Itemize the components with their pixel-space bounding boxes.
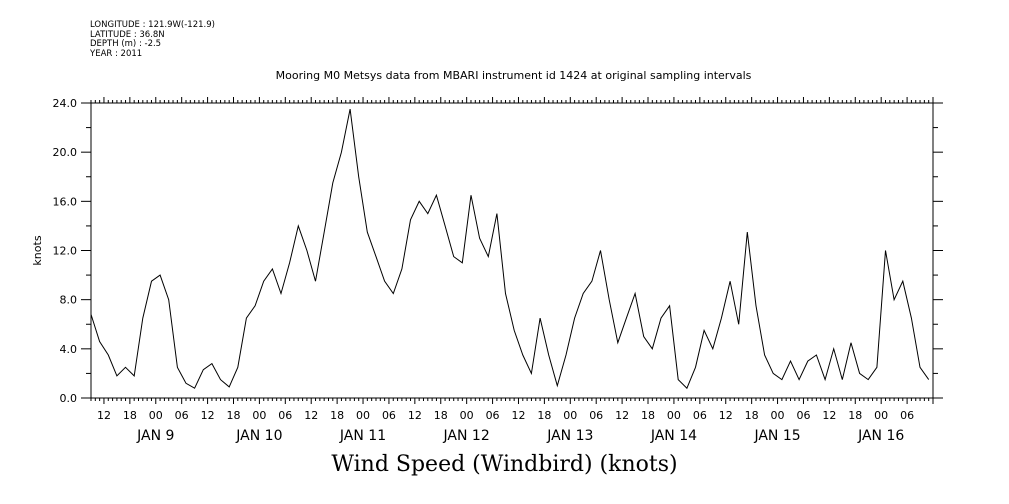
x-hour-tick-label: 18 <box>745 409 759 422</box>
x-day-label: JAN 13 <box>546 428 593 444</box>
plot-frame <box>90 102 934 399</box>
y-tick-label: 24.0 <box>53 97 78 110</box>
y-tick-label: 8.0 <box>60 294 78 307</box>
x-hour-tick-label: 12 <box>511 409 525 422</box>
station-metadata: LONGITUDE : 121.9W(-121.9) LATITUDE : 36… <box>90 20 215 59</box>
x-day-label: JAN 12 <box>443 428 490 444</box>
x-hour-tick-label: 12 <box>97 409 111 422</box>
longitude-text: LONGITUDE : 121.9W(-121.9) <box>90 20 215 30</box>
chart-xlabel: Wind Speed (Windbird) (knots) <box>331 452 678 477</box>
y-tick-label: 12.0 <box>53 245 78 258</box>
x-hour-tick-label: 06 <box>278 409 292 422</box>
depth-text: DEPTH (m) : -2.5 <box>90 39 162 49</box>
x-hour-tick-label: 18 <box>848 409 862 422</box>
x-day-label: JAN 11 <box>339 428 386 444</box>
x-hour-tick-label: 06 <box>175 409 189 422</box>
x-hour-tick-label: 00 <box>667 409 681 422</box>
y-tick-label: 0.0 <box>60 392 78 405</box>
x-hour-tick-label: 00 <box>252 409 266 422</box>
x-hour-tick-label: 12 <box>822 409 836 422</box>
x-hour-tick-label: 00 <box>460 409 474 422</box>
x-day-label: JAN 14 <box>650 428 697 444</box>
y-tick-label: 20.0 <box>53 146 78 159</box>
x-hour-tick-label: 06 <box>486 409 500 422</box>
x-hour-tick-label: 06 <box>382 409 396 422</box>
x-hour-tick-label: 00 <box>149 409 163 422</box>
x-day-label: JAN 15 <box>753 428 800 444</box>
x-day-label: JAN 16 <box>857 428 904 444</box>
x-hour-tick-label: 12 <box>615 409 629 422</box>
x-hour-tick-label: 18 <box>226 409 240 422</box>
x-hour-tick-label: 18 <box>330 409 344 422</box>
x-day-label: JAN 9 <box>136 428 174 444</box>
x-hour-tick-label: 00 <box>563 409 577 422</box>
x-day-label: JAN 10 <box>235 428 282 444</box>
wind-speed-series-line <box>90 109 930 390</box>
x-hour-tick-label: 12 <box>408 409 422 422</box>
x-hour-tick-label: 06 <box>693 409 707 422</box>
year-text: YEAR : 2011 <box>90 48 143 59</box>
y-axis-label: knots <box>31 235 44 265</box>
x-hour-tick-label: 00 <box>771 409 785 422</box>
x-hour-tick-label: 12 <box>304 409 318 422</box>
latitude-text: LATITUDE : 36.8N <box>90 29 165 40</box>
x-hour-tick-label: 06 <box>900 409 914 422</box>
y-tick-label: 4.0 <box>60 343 78 356</box>
x-hour-tick-label: 06 <box>589 409 603 422</box>
x-hour-tick-label: 06 <box>796 409 810 422</box>
x-hour-tick-label: 18 <box>434 409 448 422</box>
x-hour-tick-label: 12 <box>719 409 733 422</box>
chart-title: Mooring M0 Metsys data from MBARI instru… <box>275 69 752 82</box>
x-hour-tick-label: 00 <box>874 409 888 422</box>
x-hour-tick-label: 12 <box>201 409 215 422</box>
y-tick-label: 16.0 <box>53 195 78 208</box>
x-hour-tick-label: 18 <box>123 409 137 422</box>
x-hour-tick-label: 18 <box>537 409 551 422</box>
x-hour-tick-label: 00 <box>356 409 370 422</box>
x-hour-tick-label: 18 <box>641 409 655 422</box>
